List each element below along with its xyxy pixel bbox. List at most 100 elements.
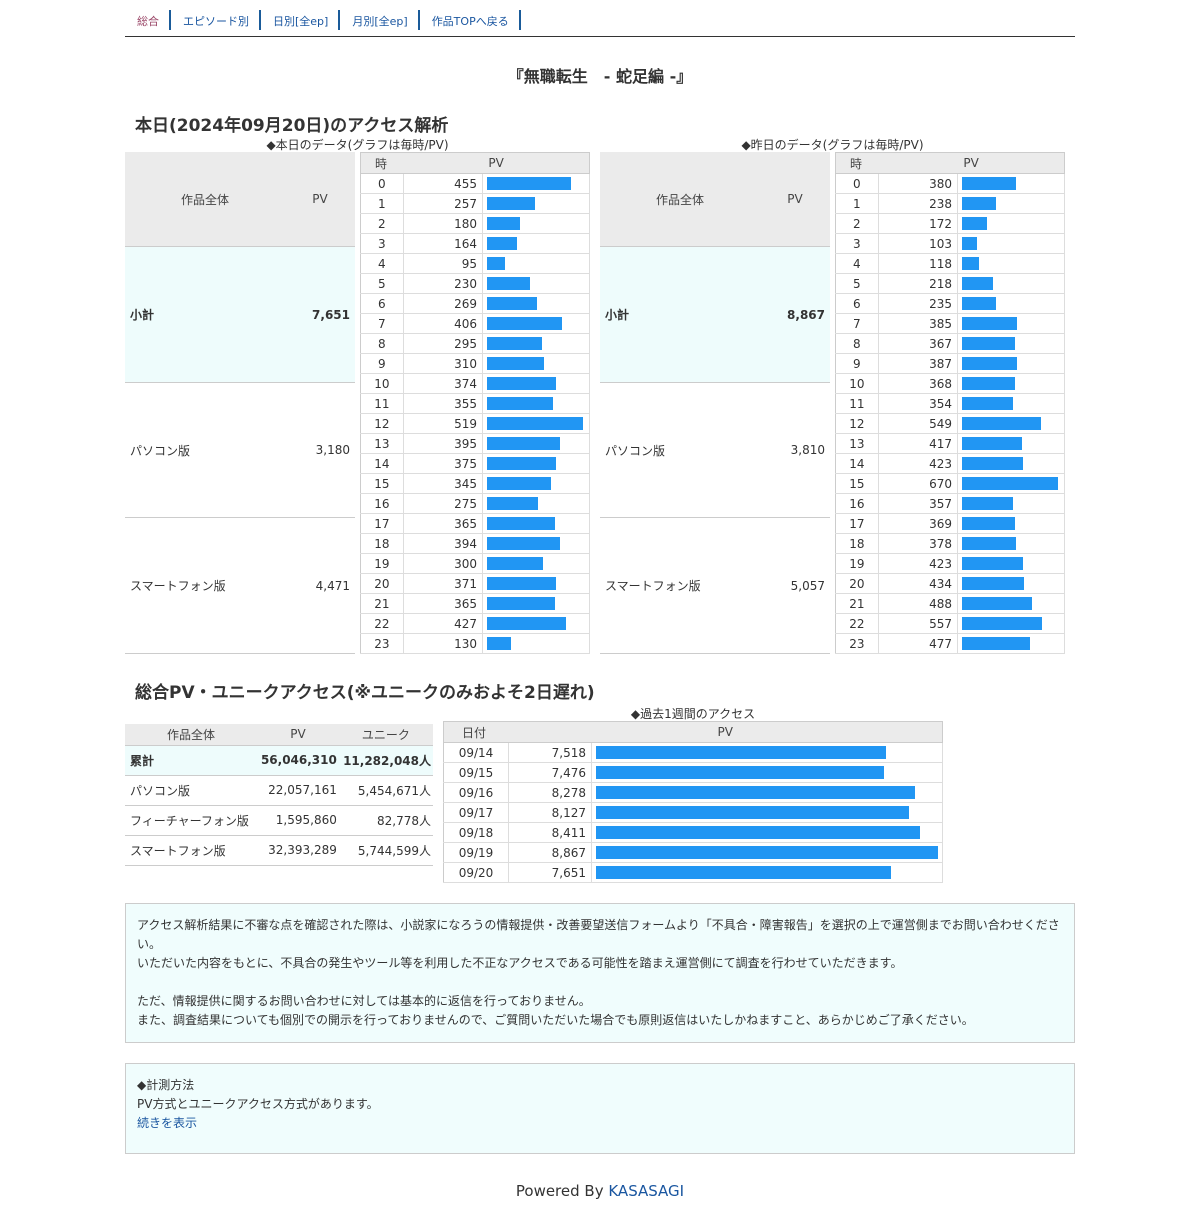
hourly-row: 4 95 <box>360 253 590 274</box>
hourly-row: 23 130 <box>360 633 590 654</box>
pv-bar <box>487 317 563 330</box>
pv-bar <box>962 177 1017 190</box>
total-cell: 82,778人 <box>338 805 433 836</box>
pv-cell: 378 <box>878 533 959 554</box>
kasasagi-link[interactable]: KASASAGI <box>608 1182 685 1200</box>
hour-cell: 0 <box>835 173 879 194</box>
hour-cell: 21 <box>835 593 879 614</box>
notice-text: ただ、情報提供に関するお問い合わせに対しては基本的に返信を行っておりません。 <box>137 994 591 1008</box>
pv-bar <box>962 597 1032 610</box>
pv-bar <box>962 477 1059 490</box>
hourly-row: 2 180 <box>360 213 590 234</box>
pv-bar <box>962 237 977 250</box>
hourly-row: 8 295 <box>360 333 590 354</box>
show-more-link[interactable]: 続きを表示 <box>137 1116 198 1130</box>
pv-cell: 164 <box>403 233 484 254</box>
pv-bar <box>962 637 1031 650</box>
hour-cell: 4 <box>835 253 879 274</box>
total-cell: 11,282,048人 <box>338 745 433 776</box>
pv-cell: 238 <box>878 193 959 214</box>
pv-bar <box>962 577 1025 590</box>
row-label: パソコン版 <box>600 382 760 519</box>
row-pv: 3,180 <box>285 382 355 519</box>
hour-cell: 12 <box>835 413 879 434</box>
pv-bar <box>487 497 538 510</box>
pv-bar <box>487 257 505 270</box>
pv-bar <box>487 217 521 230</box>
summary-row: 小計 7,651 <box>125 246 355 383</box>
col-header: PV <box>760 152 830 248</box>
week-caption: ◆過去1週間のアクセス <box>630 707 756 721</box>
hourly-row: 12 549 <box>835 413 1065 434</box>
pv-bar <box>962 417 1041 430</box>
total-row: パソコン版 22,057,161 5,454,671人 <box>125 775 433 806</box>
hour-cell: 17 <box>360 513 404 534</box>
total-cell: 5,454,671人 <box>338 775 433 806</box>
total-cell: 22,057,161 <box>257 775 339 806</box>
method-text: PV方式とユニークアクセス方式があります。 <box>137 1097 379 1111</box>
row-label: 小計 <box>600 246 760 383</box>
row-label: 小計 <box>125 246 285 383</box>
pv-bar <box>487 297 537 310</box>
pv-bar <box>962 457 1023 470</box>
hour-cell: 5 <box>835 273 879 294</box>
hour-cell: 7 <box>360 313 404 334</box>
pv-cell: 355 <box>403 393 484 414</box>
method-title: ◆計測方法 <box>137 1078 195 1092</box>
nav-episode[interactable]: エピソード別 <box>171 10 261 30</box>
pv-cell: 374 <box>403 373 484 394</box>
pv-cell: 406 <box>403 313 484 334</box>
summary-row: パソコン版 3,810 <box>600 382 830 519</box>
hourly-row: 5 230 <box>360 273 590 294</box>
pv-bar <box>487 537 560 550</box>
pv-bar <box>487 437 561 450</box>
hour-cell: 2 <box>835 213 879 234</box>
nav-daily[interactable]: 日別[全ep] <box>261 10 341 30</box>
pv-bar <box>487 617 566 630</box>
pv-bar <box>596 786 916 799</box>
total-row: フィーチャーフォン版 1,595,860 82,778人 <box>125 805 433 836</box>
footer-prefix: Powered By <box>515 1182 609 1200</box>
pv-bar <box>596 766 885 779</box>
hourly-row: 11 355 <box>360 393 590 414</box>
hourly-row: 19 300 <box>360 553 590 574</box>
pv-bar <box>487 397 553 410</box>
hourly-row: 9 310 <box>360 353 590 374</box>
hour-cell: 23 <box>360 633 404 654</box>
hour-cell: 19 <box>835 553 879 574</box>
notice-text: また、調査結果についても個別での開示を行っておりませんので、ご質問いただいた場合… <box>137 1013 974 1027</box>
total-cell: フィーチャーフォン版 <box>125 805 258 836</box>
hourly-row: 16 275 <box>360 493 590 514</box>
nav-summary[interactable]: 総合 <box>125 10 171 30</box>
pv-bar <box>962 197 997 210</box>
hourly-row: 16 357 <box>835 493 1065 514</box>
hour-cell: 20 <box>835 573 879 594</box>
nav-back-to-top[interactable]: 作品TOPへ戻る <box>420 10 521 30</box>
hour-cell: 8 <box>360 333 404 354</box>
pv-bar <box>487 557 543 570</box>
week-table: 日付 PV 09/14 7,518 09/15 7,476 09/16 8,278 09/17 8… <box>443 721 943 883</box>
summary-row: 小計 8,867 <box>600 246 830 383</box>
hourly-row: 12 519 <box>360 413 590 434</box>
pv-cell: 557 <box>878 613 959 634</box>
hourly-row: 8 367 <box>835 333 1065 354</box>
hour-cell: 14 <box>835 453 879 474</box>
hour-cell: 14 <box>360 453 404 474</box>
hour-cell: 8 <box>835 333 879 354</box>
pv-cell: 371 <box>403 573 484 594</box>
hour-cell: 11 <box>360 393 404 414</box>
hourly-row: 0 380 <box>835 173 1065 194</box>
hourly-row: 7 385 <box>835 313 1065 334</box>
pv-cell: 375 <box>403 453 484 474</box>
hourly-row: 17 369 <box>835 513 1065 534</box>
hour-cell: 16 <box>360 493 404 514</box>
hour-cell: 12 <box>360 413 404 434</box>
nav-monthly[interactable]: 月別[全ep] <box>340 10 420 30</box>
hourly-row: 10 374 <box>360 373 590 394</box>
pv-cell: 7,518 <box>508 742 592 763</box>
pv-bar <box>596 806 910 819</box>
pv-cell: 354 <box>878 393 959 414</box>
hour-cell: 18 <box>835 533 879 554</box>
hour-cell: 20 <box>360 573 404 594</box>
hour-cell: 16 <box>835 493 879 514</box>
